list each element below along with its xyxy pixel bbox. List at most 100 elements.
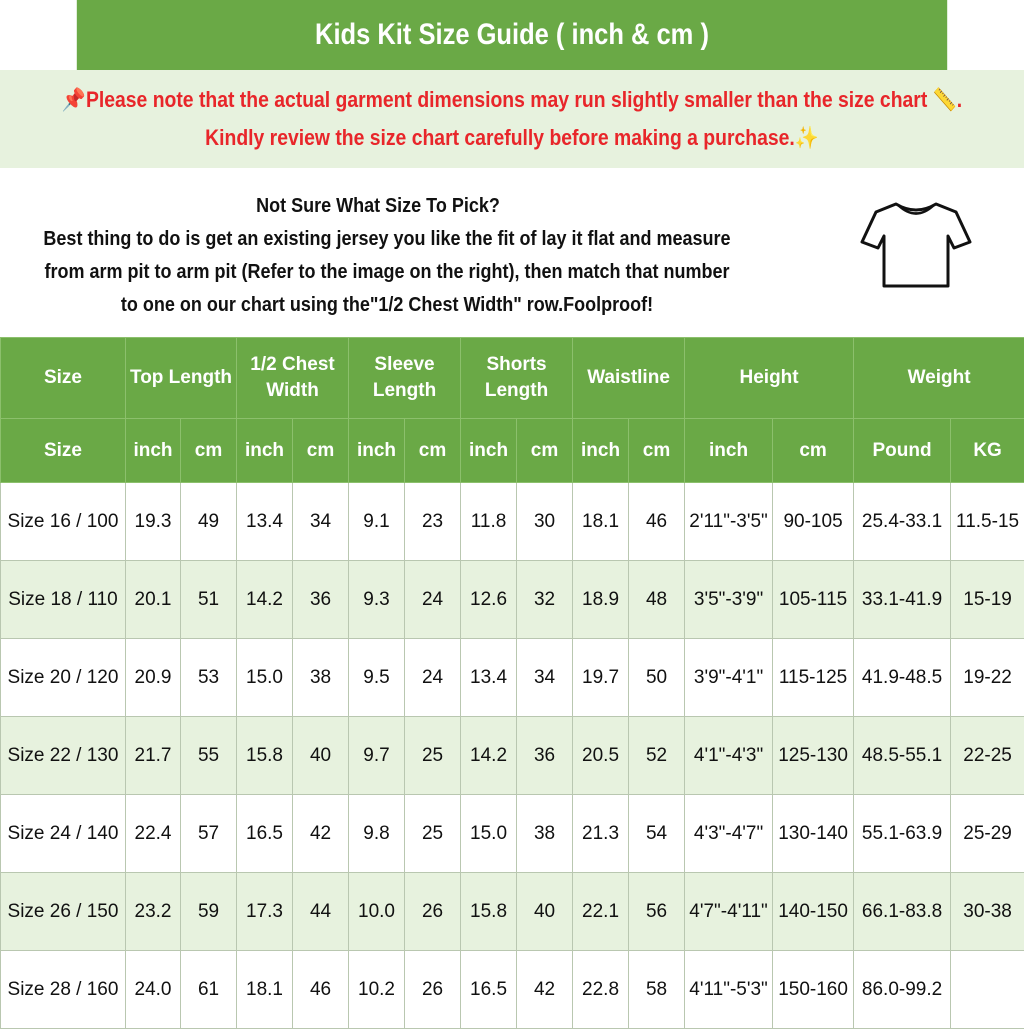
table-cell: 17.3 [237,873,293,951]
table-cell: 22.1 [573,873,629,951]
table-cell: 86.0-99.2 [854,951,951,1029]
table-cell: 3'5"-3'9" [685,561,773,639]
table-cell: 36 [517,717,573,795]
table-cell: 11.8 [461,483,517,561]
table-cell: 23.2 [126,873,181,951]
table-cell: 2'11"-3'5" [685,483,773,561]
table-cell: 46 [629,483,685,561]
table-cell: 22-25 [951,717,1024,795]
unit-cell: inch [126,419,181,483]
table-cell: 38 [293,639,349,717]
unit-cell: cm [293,419,349,483]
table-cell: Size 18 / 110 [1,561,126,639]
table-cell: 12.6 [461,561,517,639]
table-cell: 19-22 [951,639,1024,717]
table-cell: 21.3 [573,795,629,873]
table-cell: 40 [293,717,349,795]
table-cell: 9.8 [349,795,405,873]
unit-cell: inch [349,419,405,483]
table-cell: 3'9"-4'1" [685,639,773,717]
header-row: Size Top Length 1/2 Chest Width Sleeve L… [1,338,1024,419]
table-cell: 20.9 [126,639,181,717]
table-cell: 56 [629,873,685,951]
table-cell: 16.5 [237,795,293,873]
advice-heading: Not Sure What Size To Pick? [0,190,774,223]
table-cell: 19.3 [126,483,181,561]
advice-line: to one on our chart using the"1/2 Chest … [0,289,774,322]
t-shirt-icon [858,200,974,290]
table-cell: 38 [517,795,573,873]
table-cell: 61 [181,951,237,1029]
table-cell: 66.1-83.8 [854,873,951,951]
table-cell: 26 [405,951,461,1029]
table-cell: 9.5 [349,639,405,717]
table-cell: 9.3 [349,561,405,639]
table-cell: Size 20 / 120 [1,639,126,717]
unit-cell: cm [517,419,573,483]
table-cell: 4'3"-4'7" [685,795,773,873]
notice-line: 📌Please note that the actual garment dim… [61,87,962,113]
table-cell: 140-150 [773,873,854,951]
unit-cell: cm [629,419,685,483]
table-cell: Size 22 / 130 [1,717,126,795]
table-cell: 115-125 [773,639,854,717]
unit-cell: KG [951,419,1024,483]
table-cell: 58 [629,951,685,1029]
table-cell: 24 [405,561,461,639]
table-cell: 48 [629,561,685,639]
table-cell: 25-29 [951,795,1024,873]
unit-cell: inch [237,419,293,483]
table-cell: 15.8 [461,873,517,951]
table-cell: 57 [181,795,237,873]
table-cell: 9.1 [349,483,405,561]
table-cell: Size 28 / 160 [1,951,126,1029]
table-cell: 22.4 [126,795,181,873]
size-table: Size Top Length 1/2 Chest Width Sleeve L… [0,337,1024,1029]
table-cell: 52 [629,717,685,795]
table-cell: 41.9-48.5 [854,639,951,717]
table-cell: 15.0 [461,795,517,873]
table-cell: 22.8 [573,951,629,1029]
table-cell: 23 [405,483,461,561]
advice-line: from arm pit to arm pit (Refer to the im… [0,256,774,289]
header-cell: 1/2 Chest Width [237,338,349,419]
table-cell: 150-160 [773,951,854,1029]
table-cell: 36 [293,561,349,639]
unit-cell: inch [461,419,517,483]
table-cell: 42 [517,951,573,1029]
table-cell: 16.5 [461,951,517,1029]
table-cell: 55.1-63.9 [854,795,951,873]
table-cell: 19.7 [573,639,629,717]
table-cell: 25 [405,717,461,795]
table-cell: 30-38 [951,873,1024,951]
table-cell [951,951,1024,1029]
table-cell: 15.0 [237,639,293,717]
table-cell: 44 [293,873,349,951]
table-cell: 13.4 [237,483,293,561]
table-cell: 59 [181,873,237,951]
table-cell: 10.0 [349,873,405,951]
table-cell: 130-140 [773,795,854,873]
table-cell: 53 [181,639,237,717]
table-cell: 34 [293,483,349,561]
table-cell: 48.5-55.1 [854,717,951,795]
unit-cell: inch [685,419,773,483]
table-cell: Size 26 / 150 [1,873,126,951]
table-cell: 10.2 [349,951,405,1029]
notice-line: Kindly review the size chart carefully b… [61,125,962,151]
unit-cell: inch [573,419,629,483]
header-cell: Shorts Length [461,338,573,419]
table-cell: 18.9 [573,561,629,639]
table-cell: 18.1 [237,951,293,1029]
table-cell: 13.4 [461,639,517,717]
unit-cell: cm [405,419,461,483]
header-cell: Waistline [573,338,685,419]
table-cell: 15.8 [237,717,293,795]
table-cell: Size 24 / 140 [1,795,126,873]
table-cell: 40 [517,873,573,951]
